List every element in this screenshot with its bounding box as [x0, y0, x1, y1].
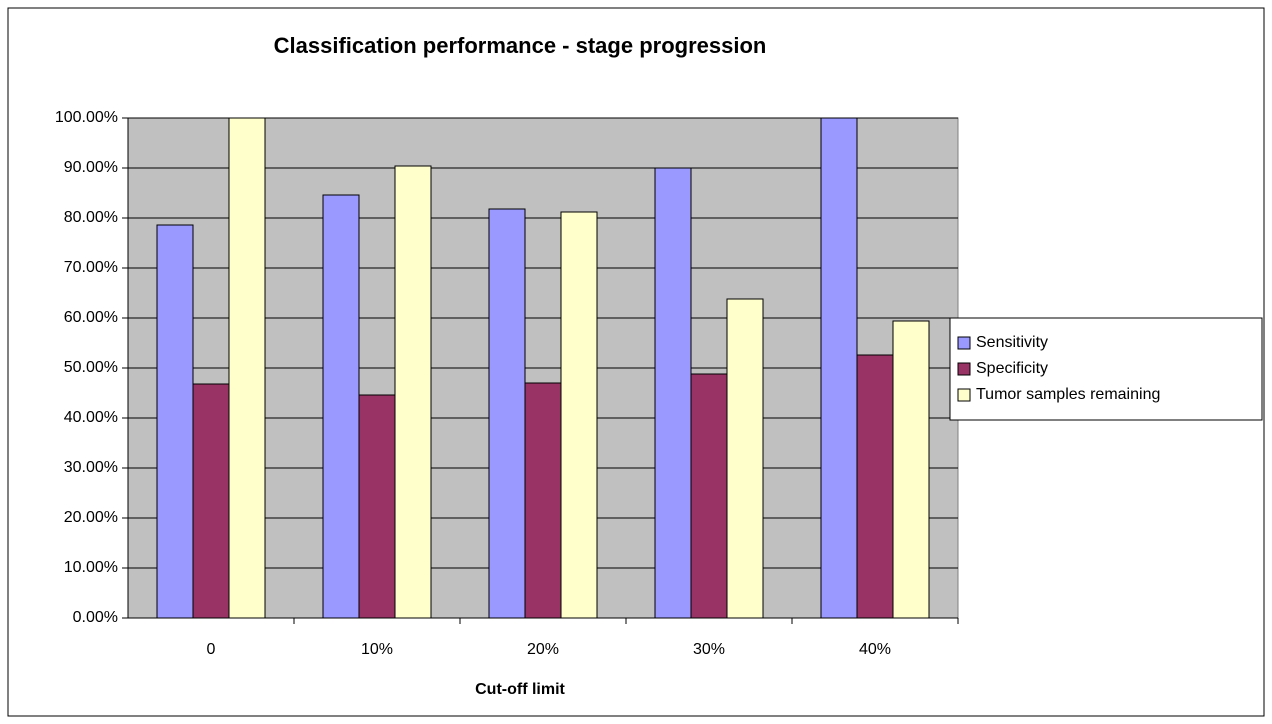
legend-swatch — [957, 336, 971, 350]
bar — [856, 354, 894, 619]
bar — [690, 373, 728, 619]
bar — [654, 167, 692, 619]
bar — [156, 224, 194, 619]
bar — [322, 194, 360, 619]
bar — [560, 211, 598, 619]
bar — [358, 394, 396, 619]
y-tick-label: 60.00% — [64, 309, 118, 326]
x-tick-label: 40% — [859, 641, 891, 658]
y-tick-label: 80.00% — [64, 209, 118, 226]
legend-label: Specificity — [976, 360, 1048, 377]
x-axis-title: Cut-off limit — [475, 681, 565, 698]
bar — [228, 117, 266, 619]
y-tick-label: 40.00% — [64, 409, 118, 426]
bar — [524, 382, 562, 619]
bar — [394, 165, 432, 619]
chart-title: Classification performance - stage progr… — [274, 33, 767, 58]
bar — [488, 208, 526, 619]
bar — [192, 383, 230, 619]
legend-label: Tumor samples remaining — [976, 386, 1160, 403]
bar — [892, 320, 930, 619]
legend-box — [949, 317, 1263, 421]
y-tick-label: 100.00% — [55, 109, 118, 126]
bar — [726, 298, 764, 619]
y-tick-label: 30.00% — [64, 459, 118, 476]
x-tick-label: 20% — [527, 641, 559, 658]
y-tick-label: 20.00% — [64, 509, 118, 526]
y-tick-label: 70.00% — [64, 259, 118, 276]
y-tick-label: 0.00% — [73, 609, 118, 626]
x-tick-label: 30% — [693, 641, 725, 658]
x-tick-label: 0 — [207, 641, 216, 658]
y-tick-label: 50.00% — [64, 359, 118, 376]
legend-swatch — [957, 362, 971, 376]
legend-label: Sensitivity — [976, 334, 1048, 351]
y-tick-label: 90.00% — [64, 159, 118, 176]
y-tick-label: 10.00% — [64, 559, 118, 576]
legend-swatch — [957, 388, 971, 402]
x-tick-label: 10% — [361, 641, 393, 658]
bar — [820, 117, 858, 619]
